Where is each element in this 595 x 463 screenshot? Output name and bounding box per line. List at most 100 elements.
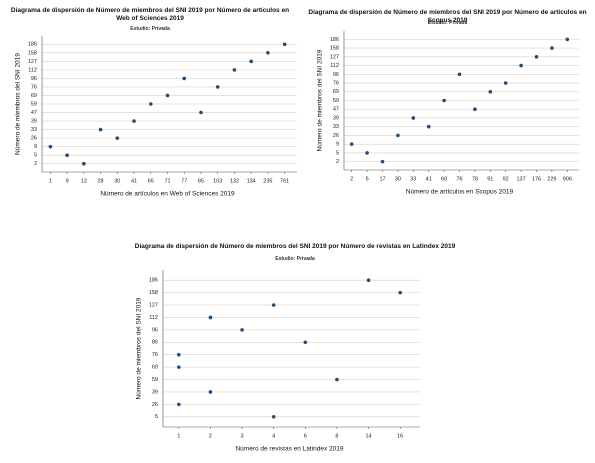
x-tick-label: 229 — [547, 176, 556, 182]
chart-title: Diagrama de dispersión de Número de miem… — [10, 7, 290, 22]
point — [182, 76, 187, 81]
y-tick-label: 9 — [34, 144, 37, 150]
point — [457, 72, 462, 77]
point — [177, 352, 181, 357]
y-tick-label: 127 — [28, 59, 37, 65]
point — [65, 153, 69, 157]
y-tick-label: 33 — [31, 127, 37, 133]
x-tick-label: 12 — [81, 178, 87, 184]
x-tick-label: 41 — [131, 178, 137, 184]
x-axis-label: Número de artículos en Web of Sciences 2… — [100, 191, 235, 198]
y-tick-label: 26 — [152, 402, 158, 408]
point — [473, 107, 477, 112]
y-tick-label: 59 — [31, 101, 37, 107]
point — [98, 127, 103, 132]
x-tick-label: 235 — [263, 178, 272, 184]
x-tick-label: 16 — [397, 433, 403, 439]
point — [396, 133, 400, 138]
point — [208, 390, 213, 394]
y-tick-label: 186 — [149, 278, 158, 284]
x-tick-label: 78 — [472, 176, 478, 182]
point — [303, 340, 308, 345]
y-tick-label: 86 — [152, 340, 158, 346]
x-tick-label: 65 — [148, 178, 154, 184]
point — [488, 89, 493, 94]
x-axis-label: Número de artículos en Scopus 2019 — [406, 189, 514, 196]
point — [550, 46, 554, 50]
point — [132, 119, 136, 123]
x-tick-label: 92 — [503, 176, 509, 182]
x-tick-label: 1 — [177, 433, 180, 439]
x-tick-label: 9 — [66, 178, 69, 184]
y-tick-label: 186 — [330, 37, 339, 43]
x-tick-label: 761 — [280, 178, 289, 184]
y-tick-label: 127 — [330, 54, 339, 60]
chart-title: Diagrama de dispersión de Número de miem… — [308, 9, 587, 24]
x-tick-label: 76 — [456, 176, 462, 182]
point — [442, 98, 446, 103]
point — [232, 68, 237, 72]
x-tick-label: 2 — [209, 433, 212, 439]
point — [271, 303, 276, 307]
chart-title: Diagrama de dispersión de Número de miem… — [134, 243, 456, 250]
x-tick-label: 28 — [98, 178, 104, 184]
y-tick-label: 112 — [330, 63, 339, 69]
y-tick-label: 112 — [149, 315, 158, 321]
x-tick-label: 132 — [230, 178, 239, 184]
point — [411, 116, 416, 120]
point — [115, 136, 120, 140]
y-tick-label: 59 — [152, 377, 158, 383]
y-tick-label: 96 — [31, 76, 37, 82]
y-tick-label: 26 — [333, 133, 339, 139]
y-tick-label: 69 — [31, 93, 37, 99]
point — [177, 402, 181, 407]
y-axis-label: Número de miembros del SNI 2019 — [15, 53, 22, 155]
x-tick-label: 30 — [395, 176, 401, 182]
y-tick-label: 39 — [31, 119, 37, 125]
x-axis-label: Número de revistas en Latindex 2019 — [235, 446, 343, 453]
point — [199, 110, 203, 115]
x-tick-label: 91 — [487, 176, 493, 182]
point — [565, 37, 570, 42]
point — [380, 159, 385, 164]
y-tick-label: 76 — [333, 80, 339, 86]
x-tick-label: 137 — [517, 176, 526, 182]
y-tick-label: 186 — [28, 42, 37, 48]
point — [208, 315, 213, 320]
x-tick-label: 1 — [49, 178, 52, 184]
point — [266, 51, 270, 55]
point — [249, 59, 253, 64]
y-tick-label: 69 — [152, 365, 158, 371]
x-tick-label: 5 — [366, 176, 369, 182]
y-tick-label: 69 — [333, 89, 339, 95]
y-tick-label: 96 — [333, 72, 339, 78]
y-tick-label: 33 — [333, 124, 339, 130]
x-tick-label: 30 — [114, 178, 120, 184]
y-tick-label: 9 — [336, 142, 339, 148]
y-axis-label: Número de miembros del SNI 2019 — [136, 297, 143, 399]
point — [519, 63, 523, 68]
x-tick-label: 60 — [441, 176, 447, 182]
point — [365, 151, 369, 155]
y-tick-label: 158 — [28, 50, 37, 56]
point — [271, 414, 276, 419]
y-tick-label: 127 — [149, 302, 158, 308]
point — [148, 102, 153, 106]
point — [398, 290, 402, 295]
x-tick-label: 176 — [532, 176, 541, 182]
x-tick-label: 77 — [181, 178, 187, 184]
x-tick-label: 14 — [366, 433, 372, 439]
y-tick-label: 47 — [333, 107, 339, 113]
chart-subtitle: Estudio: Privada — [427, 20, 468, 26]
y-tick-label: 59 — [333, 98, 339, 104]
y-tick-label: 76 — [152, 352, 158, 358]
point — [215, 85, 220, 89]
point — [240, 328, 244, 332]
y-axis-label: Número de miembros del SNI 2019 — [317, 49, 324, 151]
y-tick-label: 96 — [152, 327, 158, 333]
y-tick-label: 5 — [155, 414, 158, 420]
y-tick-label: 2 — [34, 161, 37, 167]
x-tick-label: 33 — [410, 176, 416, 182]
point — [82, 161, 86, 166]
point — [177, 365, 181, 369]
